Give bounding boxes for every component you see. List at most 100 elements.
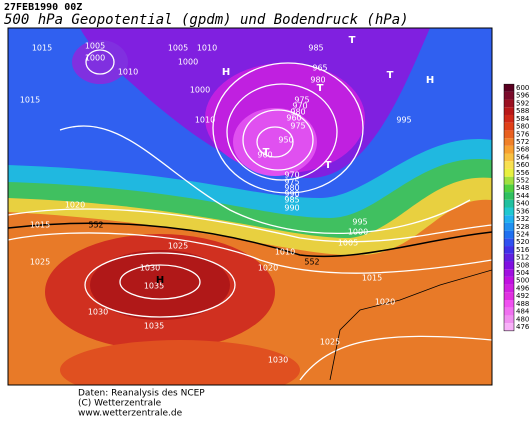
colorbar-tick-label: 568	[516, 146, 529, 154]
colorbar-tick-label: 584	[516, 115, 530, 123]
colorbar-band	[504, 161, 514, 169]
pressure-center: T	[263, 147, 270, 158]
colorbar-band	[504, 230, 514, 239]
colorbar-band	[504, 184, 514, 193]
colorbar-band	[504, 99, 514, 108]
colorbar-band	[504, 238, 514, 247]
colorbar-tick-label: 528	[516, 223, 529, 231]
isobar-label: 1010	[275, 248, 295, 257]
isobar-label: 1015	[32, 44, 52, 53]
colorbar-band	[504, 269, 514, 277]
isobar-label: 975	[290, 122, 305, 131]
colorbar-band	[504, 276, 514, 285]
colorbar-band	[504, 215, 514, 223]
pressure-center: T	[325, 160, 332, 171]
colorbar-band	[504, 261, 514, 270]
colorbar-band	[504, 91, 514, 100]
colorbar-band	[504, 145, 514, 154]
pressure-center: T	[349, 35, 356, 46]
colorbar-tick-label: 580	[516, 123, 529, 131]
colorbar-band	[504, 292, 514, 301]
isobar-label: 1030	[140, 264, 160, 273]
colorbar-band	[504, 107, 514, 115]
colorbar-band	[504, 168, 514, 177]
isobar-label: 980	[290, 108, 305, 117]
colorbar-tick-label: 548	[516, 184, 529, 192]
date: 27FEB1990 00Z	[4, 2, 82, 13]
isobar-label: 970	[292, 102, 307, 111]
isobar-label: 1030	[88, 308, 108, 317]
pressure-center: H	[222, 67, 230, 78]
colorbar-tick-label: 488	[516, 300, 529, 308]
colorbar-tick-label: 544	[516, 192, 530, 200]
isobar-label: 1030	[268, 356, 288, 365]
colorbar-tick-label: 504	[516, 269, 530, 277]
isobar-label: 1020	[258, 264, 278, 273]
isobar-label: 1015	[20, 96, 40, 105]
footer-line: www.wetterzentrale.de	[78, 409, 183, 419]
isobar-label: 552	[88, 221, 103, 230]
isobar-label: 1005	[338, 239, 358, 248]
colorbar: 4764804844884924965005045085125165205245…	[503, 83, 530, 332]
colorbar-tick-label: 524	[516, 230, 530, 238]
isobar-label: 975	[294, 96, 309, 105]
isobar-label: 1015	[30, 221, 50, 230]
colorbar-band	[504, 199, 514, 208]
colorbar-band	[504, 207, 514, 216]
colorbar-tick-label: 576	[516, 130, 530, 138]
colorbar-tick-label: 596	[516, 92, 530, 100]
isobar-label: 1020	[65, 201, 85, 210]
isobar-label: 970	[284, 171, 299, 180]
colorbar-band	[504, 130, 514, 139]
colorbar-tick-label: 572	[516, 138, 529, 146]
isobar-label: 980	[284, 184, 299, 193]
colorbar-tick-label: 496	[516, 284, 530, 292]
colorbar-tick-label: 556	[516, 169, 530, 177]
isobar-label: 1025	[168, 242, 188, 251]
footer: Daten: Reanalysis des NCEP(C) Wetterzent…	[78, 389, 205, 419]
isobar-label: 960	[257, 151, 272, 160]
colorbar-tick-label: 592	[516, 99, 529, 107]
colorbar-tick-label: 600	[516, 84, 529, 92]
colorbar-band	[504, 114, 514, 123]
colorbar-tick-label: 532	[516, 215, 529, 223]
colorbar-tick-label: 520	[516, 238, 529, 246]
colorbar-tick-label: 512	[516, 254, 529, 262]
footer-line: (C) Wetterzentrale	[78, 399, 162, 409]
isobar-label: 980	[310, 76, 325, 85]
isobar-label: 960	[286, 114, 301, 123]
colorbar-band	[504, 300, 514, 308]
colorbar-tick-label: 560	[516, 161, 529, 169]
isobar-label: 1015	[362, 274, 382, 283]
isobar-label: 1025	[320, 338, 340, 347]
colorbar-tick-label: 508	[516, 261, 529, 269]
colorbar-band	[504, 84, 514, 92]
colorbar-band	[504, 176, 514, 185]
title: 500 hPa Geopotential (gpdm) und Bodendru…	[4, 12, 409, 28]
isobar-label: 965	[312, 64, 327, 73]
colorbar-tick-label: 492	[516, 292, 529, 300]
isobar-label: 950	[278, 136, 293, 145]
colorbar-tick-label: 484	[516, 308, 530, 316]
colorbar-tick-label: 500	[516, 277, 529, 285]
footer-line: Daten: Reanalysis des NCEP	[78, 389, 205, 399]
isobar-label: 1000	[190, 86, 210, 95]
colorbar-band	[504, 138, 514, 146]
colorbar-tick-label: 540	[516, 200, 529, 208]
isobar-label: 1010	[197, 44, 217, 53]
isobar-label: 1010	[195, 116, 215, 125]
map-frame	[7, 27, 493, 386]
colorbar-tick-label: 516	[516, 246, 530, 254]
colorbar-tick-label: 480	[516, 315, 529, 323]
map	[8, 28, 492, 385]
colorbar-tick-label: 476	[516, 323, 530, 331]
isobar-label: 995	[396, 116, 411, 125]
isobar-label: 990	[284, 190, 299, 199]
isobar-label: 975	[284, 178, 299, 187]
pressure-center: T	[387, 70, 394, 81]
isobar-label: 1035	[144, 322, 164, 331]
colorbar-band	[504, 284, 514, 293]
isobar-label: 1000	[178, 58, 198, 67]
isobar-label: 985	[308, 44, 323, 53]
colorbar-band	[504, 192, 514, 200]
